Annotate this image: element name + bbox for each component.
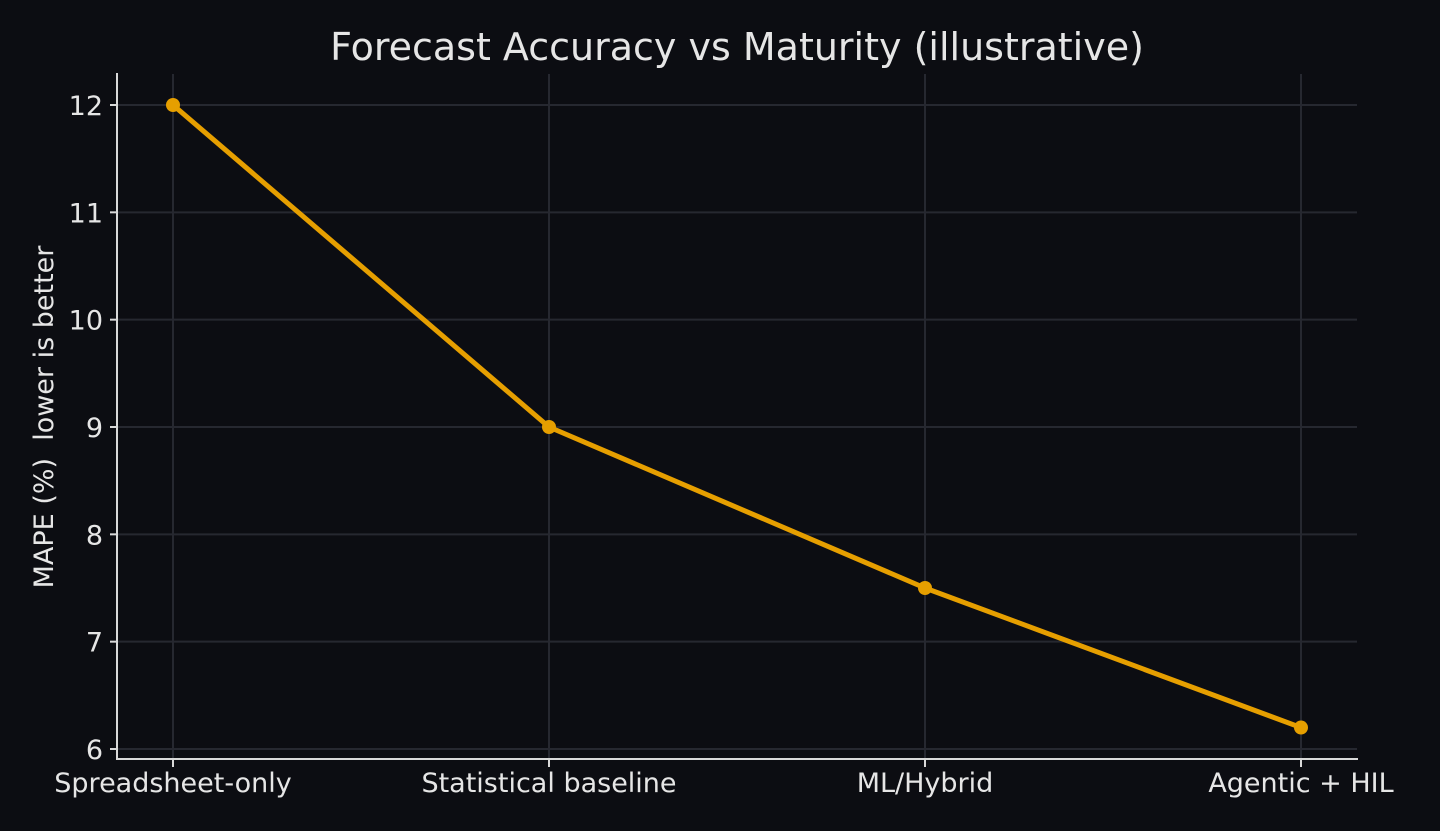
- data-point-marker: [1294, 720, 1308, 735]
- chart-title: Forecast Accuracy vs Maturity (illustrat…: [330, 25, 1144, 69]
- x-tick-label: Spreadsheet-only: [54, 768, 291, 799]
- x-axis-ticks: Spreadsheet-only Statistical baseline ML/H…: [54, 759, 1394, 799]
- x-tick-label: Statistical baseline: [421, 768, 676, 799]
- x-tick-label: ML/Hybrid: [857, 768, 994, 799]
- series-path: [170, 102, 1304, 731]
- y-tick-label: 12: [69, 91, 103, 122]
- y-axis-label: MAPE (%) lower is better: [29, 245, 60, 589]
- y-tick-label: 9: [86, 413, 103, 444]
- series-line: [166, 98, 1308, 735]
- gridlines: [118, 74, 1357, 758]
- data-point-marker: [542, 420, 556, 434]
- y-tick-label: 8: [86, 520, 103, 551]
- data-point-marker: [166, 98, 180, 112]
- y-tick-label: 10: [69, 306, 103, 337]
- data-point-marker: [918, 581, 932, 595]
- y-tick-label: 7: [86, 628, 103, 659]
- y-axis-ticks: 6 7 8 9 10 11 12: [69, 91, 117, 766]
- y-tick-label: 6: [86, 735, 103, 766]
- y-tick-label: 11: [69, 198, 103, 229]
- x-tick-label: Agentic + HIL: [1208, 768, 1393, 799]
